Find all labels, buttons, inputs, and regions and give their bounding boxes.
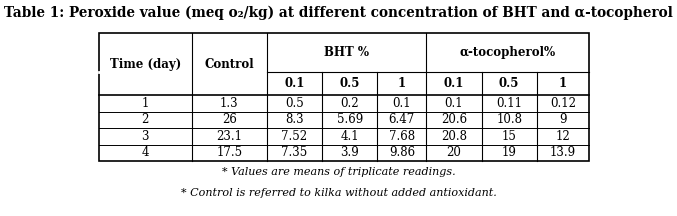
Text: 19: 19 [502,146,517,159]
Text: 0.2: 0.2 [341,97,359,110]
Text: 0.5: 0.5 [339,77,359,90]
Text: 4: 4 [141,146,149,159]
Text: 13.9: 13.9 [550,146,576,159]
Text: 6.47: 6.47 [389,113,415,126]
Text: 20.8: 20.8 [441,130,467,143]
Text: 1.3: 1.3 [220,97,238,110]
Text: Control: Control [204,58,254,71]
Text: 1: 1 [398,77,406,90]
Text: Table 1: Peroxide value (meq o₂/kg) at different concentration of BHT and α-toco: Table 1: Peroxide value (meq o₂/kg) at d… [4,5,673,20]
Text: 0.11: 0.11 [496,97,522,110]
Text: 0.5: 0.5 [285,97,304,110]
Text: 20: 20 [447,146,462,159]
Text: 0.1: 0.1 [444,77,464,90]
Text: 0.1: 0.1 [393,97,411,110]
Text: 9.86: 9.86 [389,146,415,159]
Text: Time (day): Time (day) [110,58,181,71]
Text: 3.9: 3.9 [341,146,359,159]
Text: 17.5: 17.5 [216,146,242,159]
Text: 12: 12 [555,130,570,143]
Text: 8.3: 8.3 [285,113,304,126]
Text: 23.1: 23.1 [216,130,242,143]
Text: 15: 15 [502,130,517,143]
Text: 7.68: 7.68 [389,130,415,143]
Text: 2: 2 [141,113,149,126]
Text: BHT %: BHT % [324,46,369,59]
Text: 0.1: 0.1 [284,77,305,90]
Text: 26: 26 [222,113,237,126]
Text: 7.52: 7.52 [282,130,307,143]
Text: 20.6: 20.6 [441,113,467,126]
Text: * Control is referred to kilka without added antioxidant.: * Control is referred to kilka without a… [181,188,496,198]
Text: 7.35: 7.35 [282,146,307,159]
Text: 0.5: 0.5 [499,77,519,90]
Text: 5.69: 5.69 [336,113,363,126]
Text: 4.1: 4.1 [341,130,359,143]
Text: 1: 1 [559,77,567,90]
Text: * Values are means of triplicate readings.: * Values are means of triplicate reading… [221,167,456,177]
Text: 9: 9 [559,113,567,126]
Bar [99,33,589,161]
Text: 3: 3 [141,130,149,143]
Text: 1: 1 [141,97,149,110]
Text: 0.1: 0.1 [445,97,463,110]
Text: α-tocopherol%: α-tocopherol% [460,46,556,59]
Text: 10.8: 10.8 [496,113,522,126]
Text: 0.12: 0.12 [550,97,576,110]
